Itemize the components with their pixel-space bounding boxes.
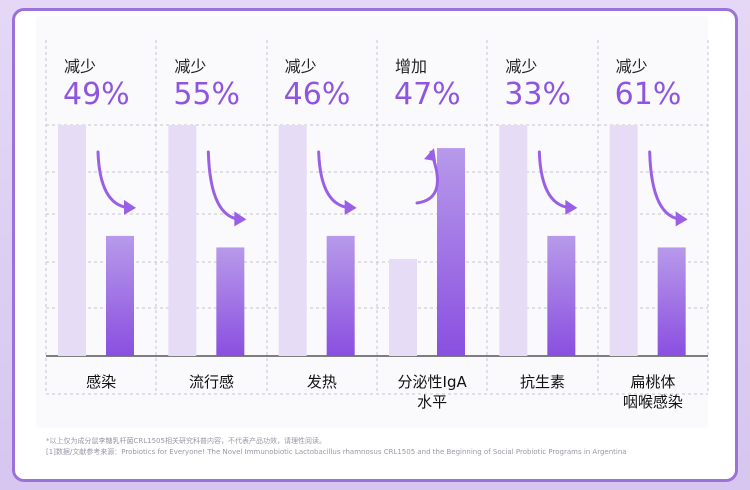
percent-label: 46% — [284, 77, 351, 112]
arrow-down — [537, 150, 575, 210]
arrow-down — [317, 150, 355, 210]
category-label: 咽喉感染 — [623, 393, 683, 411]
bar-after — [547, 235, 576, 356]
arrowhead — [124, 199, 136, 215]
footnote-disclaimer: *以上仅为成分鼠李糖乳杆菌CRL1505相关研究科普内容，不代表产品功效，请理性… — [46, 437, 326, 445]
category-label: 分泌性IgA — [398, 373, 468, 391]
action-label: 减少 — [285, 57, 317, 76]
action-label: 减少 — [616, 57, 648, 76]
percent-label: 55% — [173, 77, 240, 112]
percent-label: 49% — [63, 77, 130, 112]
action-label: 减少 — [64, 57, 96, 76]
arrow-down — [648, 150, 686, 221]
arrowhead — [675, 211, 688, 227]
bar-after — [106, 235, 134, 356]
bar-before — [278, 125, 307, 356]
category-label: 抗生素 — [520, 373, 565, 391]
arrowhead — [424, 148, 436, 162]
bar-before — [168, 125, 197, 356]
percent-label: 61% — [615, 77, 682, 112]
percent-label: 47% — [394, 77, 461, 112]
category-label: 水平 — [417, 393, 447, 411]
bar-after — [437, 148, 465, 356]
chart-panel — [36, 16, 708, 428]
footnote-source: [1]数据/文献参考来源：Probiotics for Everyone! Th… — [46, 448, 627, 456]
bar-before — [609, 125, 638, 356]
category-label: 发热 — [307, 373, 337, 391]
category-label: 扁桃体 — [630, 373, 675, 391]
action-label: 减少 — [505, 57, 537, 76]
arrowhead — [234, 211, 247, 227]
bar-before — [58, 125, 86, 356]
category-label: 感染 — [86, 373, 116, 391]
action-label: 增加 — [395, 57, 427, 76]
arrow-down — [206, 150, 244, 221]
bar-after — [216, 247, 245, 356]
bar-after — [326, 235, 355, 356]
bar-after — [657, 247, 686, 356]
bar-before — [389, 258, 417, 356]
percent-label: 33% — [504, 77, 571, 112]
arrow-down — [96, 150, 134, 210]
category-label: 流行感 — [189, 373, 234, 391]
action-label: 减少 — [174, 57, 206, 76]
arrowhead — [344, 199, 357, 215]
bar-before — [499, 125, 528, 356]
arrowhead — [565, 199, 578, 215]
